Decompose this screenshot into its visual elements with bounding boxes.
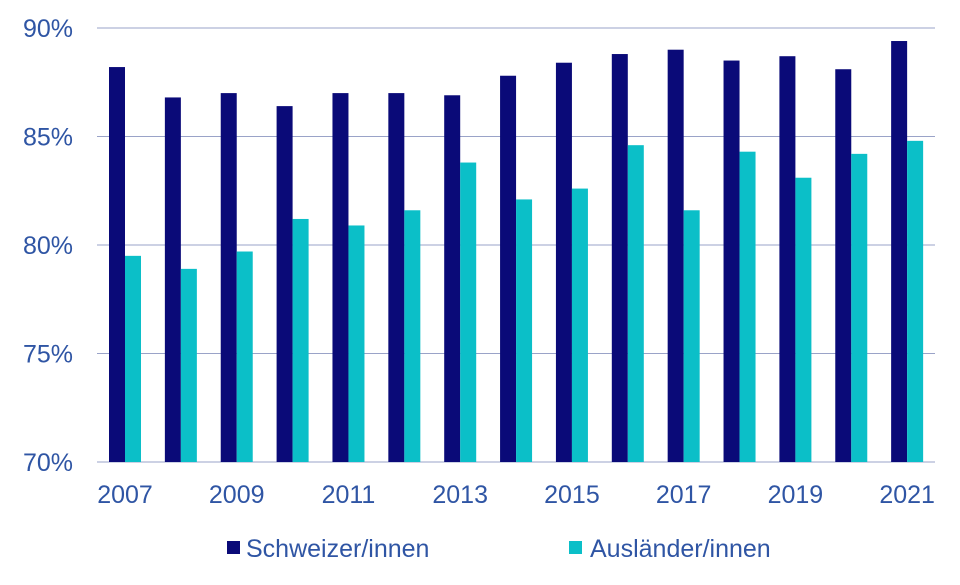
x-tick-label: 2021 xyxy=(879,481,935,509)
bar-auslaender-2019 xyxy=(795,177,812,463)
x-tick-label: 2009 xyxy=(209,481,265,509)
bar-auslaender-2017 xyxy=(683,210,700,462)
bar-schweizer-2013 xyxy=(444,95,461,463)
bar-auslaender-2016 xyxy=(627,145,644,462)
y-tick-label: 85% xyxy=(23,124,73,152)
bar-auslaender-2012 xyxy=(404,210,421,462)
x-tick-label: 2007 xyxy=(97,481,153,509)
bar-schweizer-2019 xyxy=(779,56,796,463)
bar-auslaender-2008 xyxy=(180,268,197,462)
bar-auslaender-2009 xyxy=(236,251,253,462)
bar-schweizer-2021 xyxy=(891,41,908,463)
x-tick-label: 2017 xyxy=(656,481,712,509)
legend-label-schweizer: Schweizer/innen xyxy=(246,535,429,563)
bar-schweizer-2014 xyxy=(500,75,517,463)
bar-auslaender-2011 xyxy=(348,225,365,462)
x-tick-label: 2011 xyxy=(322,481,376,509)
legend-swatch-schweizer xyxy=(227,541,240,554)
y-tick-label: 80% xyxy=(23,232,73,260)
bar-auslaender-2010 xyxy=(292,218,309,462)
legend: Schweizer/innen Ausländer/innen xyxy=(227,535,771,563)
bar-auslaender-2015 xyxy=(571,188,588,462)
y-tick-label: 70% xyxy=(23,449,73,477)
bar-schweizer-2015 xyxy=(555,62,572,462)
bar-schweizer-2012 xyxy=(388,93,405,462)
y-axis-tick-labels: 70% 75% 80% 85% 90% xyxy=(23,15,73,477)
bar-auslaender-2018 xyxy=(739,151,756,462)
bar-schweizer-2009 xyxy=(220,93,237,462)
bar-auslaender-2020 xyxy=(851,153,868,463)
bar-schweizer-2011 xyxy=(332,93,349,462)
bar-auslaender-2007 xyxy=(125,255,141,462)
bar-schweizer-2020 xyxy=(835,69,852,462)
y-tick-label: 75% xyxy=(23,341,73,369)
y-tick-label: 90% xyxy=(23,15,73,43)
bar-schweizer-2018 xyxy=(723,60,740,463)
x-tick-label: 2015 xyxy=(544,481,600,509)
bar-schweizer-2016 xyxy=(611,54,628,462)
x-tick-label: 2019 xyxy=(768,481,824,509)
bar-schweizer-2017 xyxy=(667,49,684,462)
legend-label-auslaender: Ausländer/innen xyxy=(590,535,771,563)
bar-auslaender-2013 xyxy=(460,162,477,463)
bar-auslaender-2021 xyxy=(907,140,924,462)
bar-schweizer-2007 xyxy=(109,67,125,462)
legend-swatch-auslaender xyxy=(569,541,582,554)
bars-group xyxy=(109,41,924,463)
x-axis-tick-labels: 2007 2009 2011 2013 2015 2017 2019 2021 xyxy=(97,481,935,509)
bar-auslaender-2014 xyxy=(516,199,533,462)
x-tick-label: 2013 xyxy=(432,481,488,509)
bar-schweizer-2008 xyxy=(164,97,181,462)
bar-schweizer-2010 xyxy=(276,106,293,463)
